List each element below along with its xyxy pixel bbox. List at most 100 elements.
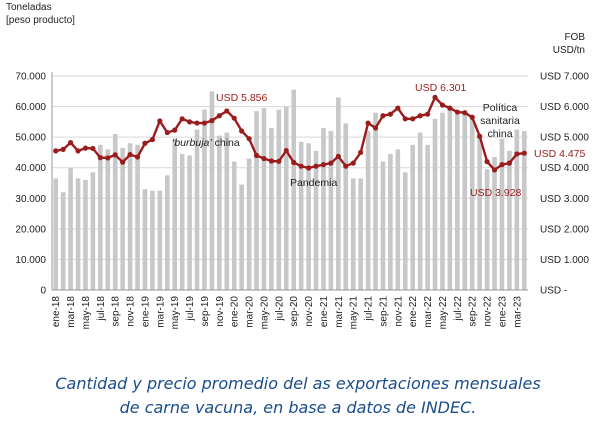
x-tick-label: nov-18	[126, 296, 137, 327]
price-point	[432, 94, 438, 100]
price-point	[506, 160, 513, 166]
price-point	[82, 145, 89, 151]
price-point	[60, 146, 66, 152]
x-tick-label: jul-22	[453, 296, 464, 322]
bar	[261, 108, 267, 290]
price-point	[149, 136, 156, 143]
bar	[462, 114, 468, 290]
bar	[187, 155, 192, 290]
price-point	[157, 118, 163, 124]
price-point	[142, 140, 148, 146]
annotation-price-last: USD 4.475	[534, 148, 586, 160]
left-tick-label: 10.000	[15, 255, 46, 266]
x-tick-label: mar-20	[245, 296, 256, 328]
bar	[269, 127, 274, 290]
price-point	[447, 105, 453, 111]
price-point	[469, 114, 475, 120]
price-point	[343, 163, 349, 169]
bar	[254, 111, 259, 291]
bar	[112, 134, 118, 290]
x-tick-label: ene-21	[319, 296, 330, 328]
bar	[127, 143, 133, 290]
price-point	[387, 111, 394, 117]
price-point	[521, 150, 527, 156]
bar	[179, 153, 185, 290]
x-tick-label: nov-22	[483, 296, 494, 327]
x-tick-label: ene-20	[230, 296, 241, 328]
left-tick-label: 60.000	[15, 102, 46, 113]
price-point	[380, 113, 386, 119]
price-point	[127, 151, 133, 158]
annotation-politica-sanitaria-china: china	[487, 128, 512, 140]
x-tick-label: may-19	[170, 296, 181, 330]
bar	[358, 178, 363, 290]
bar	[150, 190, 155, 290]
price-point	[417, 113, 423, 119]
price-point	[454, 109, 460, 115]
bar	[336, 97, 341, 291]
price-point	[291, 159, 297, 166]
price-point	[499, 162, 505, 168]
bar	[350, 178, 356, 290]
chart-svg: 0 10.000 20.000 30.000 40.000 50.000 60.000 70.…	[6, 2, 589, 330]
bar	[90, 172, 96, 290]
price-point	[335, 153, 341, 160]
price-point	[201, 120, 208, 126]
bar	[276, 109, 282, 290]
price-point	[172, 127, 178, 133]
bar	[283, 106, 289, 290]
bar	[194, 129, 200, 290]
bar	[417, 132, 423, 290]
x-tick-label: mar-22	[423, 296, 434, 328]
bar	[432, 118, 438, 290]
bar	[380, 161, 386, 290]
bar	[440, 112, 445, 290]
price-point	[358, 149, 364, 156]
bar	[410, 144, 416, 290]
bar	[388, 153, 393, 290]
bar	[477, 137, 482, 290]
annotation-price-min-2022: USD 3.928	[470, 187, 522, 199]
price-point	[514, 151, 520, 157]
bar	[343, 123, 349, 290]
left-tick-label: 70.000	[15, 72, 46, 83]
annotations: USD 5.856 USD 6.301 USD 3.928 USD 4.475 ‘bur…	[172, 82, 586, 199]
left-tick-label: 30.000	[15, 194, 46, 205]
left-axis-title: [peso producto]	[6, 15, 75, 26]
price-point	[164, 129, 170, 136]
price-point	[372, 125, 379, 131]
price-point	[75, 148, 81, 154]
price-point	[97, 155, 103, 161]
left-tick-label: 0	[40, 286, 46, 297]
right-tick-label: USD 6.000	[540, 102, 589, 113]
right-tick-label: USD 3.000	[540, 194, 589, 205]
x-tick-label: may-22	[438, 296, 449, 330]
price-point	[320, 162, 327, 168]
bar	[521, 131, 527, 290]
bar	[402, 172, 408, 290]
bar	[135, 144, 140, 290]
bar	[306, 143, 311, 290]
bar	[172, 138, 178, 290]
price-point	[231, 115, 237, 121]
annotation-politica-sanitaria-china: Política	[483, 102, 518, 114]
x-tick-label: mar-21	[334, 296, 345, 328]
price-point	[209, 118, 215, 124]
price-point	[90, 145, 96, 152]
price-line-series	[53, 94, 527, 173]
price-point	[462, 110, 468, 116]
price-point	[194, 120, 200, 126]
bar	[447, 108, 453, 290]
bar	[217, 135, 222, 290]
bar	[328, 131, 334, 290]
bar	[239, 184, 244, 290]
price-point	[186, 119, 193, 125]
price-point	[350, 160, 356, 166]
bar	[469, 118, 475, 290]
x-tick-label: mar-23	[512, 296, 523, 328]
price-point	[246, 136, 252, 142]
price-point	[261, 155, 267, 162]
annotation-politica-sanitaria-china: sanitaria	[480, 115, 520, 127]
right-tick-label: USD 2.000	[540, 224, 589, 235]
x-tick-label: ene-19	[140, 296, 151, 328]
